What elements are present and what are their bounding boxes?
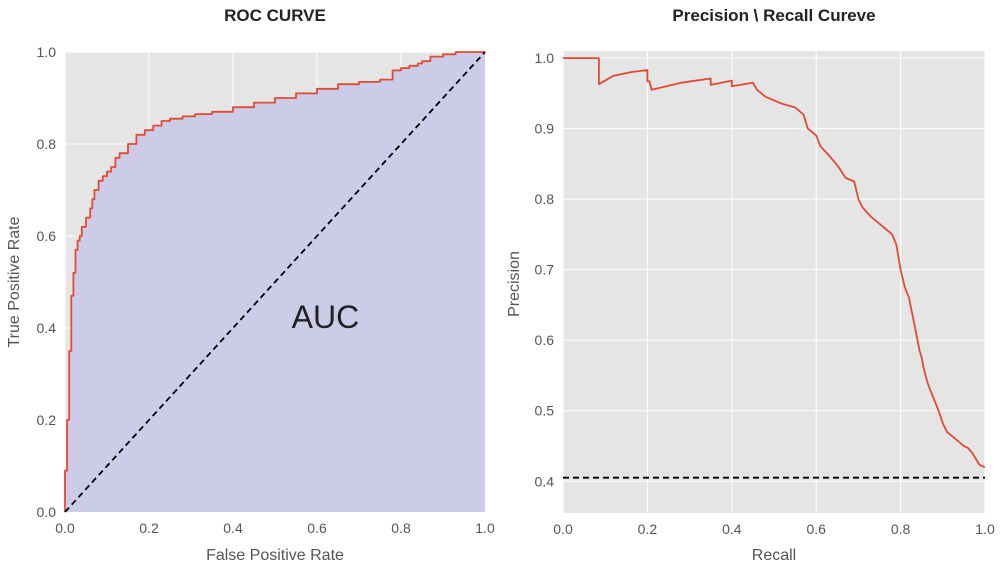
chart-title: ROC CURVE [224, 6, 326, 25]
gridlines [562, 51, 986, 513]
chance-line [64, 51, 486, 513]
x-tick-label: 0.6 [806, 521, 826, 537]
x-tick-label: 0.0 [553, 521, 573, 537]
x-tick-label: 0.0 [55, 520, 75, 536]
y-tick-label: 0.0 [37, 504, 57, 520]
y-tick-label: 0.6 [37, 228, 57, 244]
x-tick-label: 0.4 [722, 521, 742, 537]
x-tick-label: 0.2 [139, 520, 159, 536]
chart-2: 0.0 0.2 0.4 0.6 0.8 1.0 0.4 0.5 0.6 0.7 0.8 0.9 1.0 P… [506, 6, 995, 564]
y-tick-label: 0.7 [535, 262, 555, 278]
y-tick-label: 1.0 [37, 44, 57, 60]
y-tick-label: 0.6 [535, 332, 555, 348]
chart-1: 0.0 0.2 0.4 0.6 0.8 1.0 0.0 0.2 0.4 0.6 0.8 1.0 AUC R… [6, 6, 495, 564]
x-tick-label: 0.4 [223, 520, 243, 536]
y-tick-label: 1.0 [535, 50, 555, 66]
x-tick-label: 0.8 [391, 520, 411, 536]
y-tick-label: 0.8 [535, 191, 555, 207]
x-axis-label: False Positive Rate [206, 547, 344, 564]
plot-background [563, 51, 985, 513]
y-tick-label: 0.4 [535, 473, 555, 489]
x-tick-label: 1.0 [975, 521, 995, 537]
y-axis-label: Precision [506, 251, 523, 317]
roc-line [64, 51, 485, 512]
y-tick-label: 0.9 [535, 121, 555, 137]
y-tick-label: 0.8 [37, 136, 57, 152]
y-tick-label: 0.5 [535, 403, 555, 419]
x-tick-label: 0.8 [891, 521, 911, 537]
auc-annotation: AUC [292, 299, 360, 335]
y-axis-label: True Positive Rate [6, 216, 23, 347]
x-tick-label: 1.0 [475, 520, 495, 536]
x-tick-label: 0.6 [307, 520, 327, 536]
pr-line [563, 57, 986, 469]
x-axis-label: Recall [752, 547, 796, 564]
y-tick-label: 0.2 [37, 412, 57, 428]
chart-title: Precision \ Recall Cureve [672, 6, 875, 25]
y-tick-label: 0.4 [37, 320, 57, 336]
x-tick-label: 0.2 [638, 521, 658, 537]
